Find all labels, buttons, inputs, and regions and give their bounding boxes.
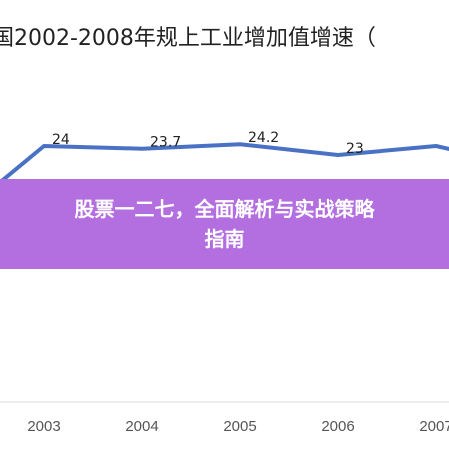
data-label: 24.2 bbox=[248, 130, 279, 146]
x-tick-label: 2006 bbox=[321, 418, 354, 435]
x-tick-label: 2005 bbox=[223, 418, 256, 435]
x-tick-label: 2007 bbox=[419, 418, 449, 435]
x-tick-label: 2003 bbox=[27, 418, 60, 435]
banner-title-line2: 指南 bbox=[204, 227, 245, 251]
banner-title-line1: 股票一二七，全面解析与实战策略 bbox=[74, 197, 375, 221]
data-label: 24 bbox=[52, 132, 70, 148]
data-label: 23.7 bbox=[150, 135, 181, 151]
data-label: 23 bbox=[346, 141, 364, 157]
x-tick-label: 2004 bbox=[125, 418, 158, 435]
chart-title: 国2002-2008年规上工业增加值增速（ bbox=[0, 26, 376, 51]
series-line bbox=[0, 142, 449, 185]
data-labels: 24 23.7 24.2 23 bbox=[52, 130, 364, 157]
x-tick-labels: 2003 2004 2005 2006 2007 bbox=[27, 418, 449, 435]
promo-banner[interactable]: 股票一二七，全面解析与实战策略 指南 bbox=[0, 179, 449, 269]
